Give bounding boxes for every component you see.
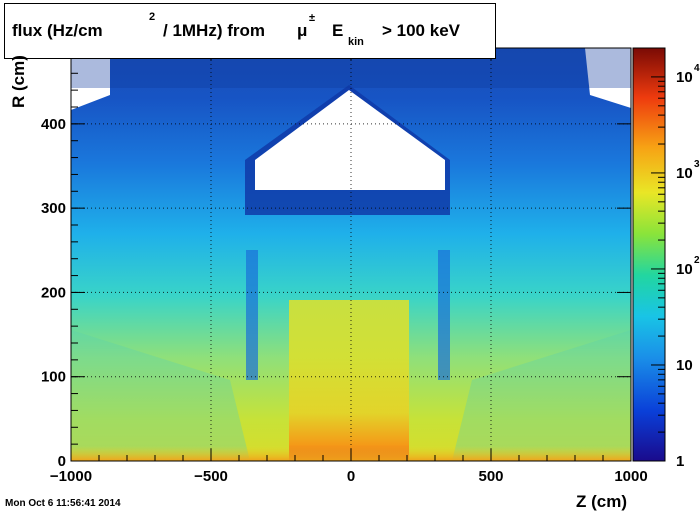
title-kin: kin — [348, 36, 364, 48]
corner-empty-left — [71, 48, 110, 110]
title-sup: 2 — [149, 11, 156, 23]
x-axis-title: Z (cm) — [576, 492, 627, 511]
bar-left — [246, 250, 258, 380]
colorbar-tick-exponent: 3 — [694, 159, 700, 170]
colorbar-tick-exponent: 2 — [694, 255, 700, 266]
endcap-left-wedge — [71, 330, 250, 461]
bar-right — [438, 250, 450, 380]
x-tick-label: −500 — [194, 468, 228, 485]
colorbar-tick-label: 10 — [676, 357, 693, 374]
colorbar-tick-label: 10 — [676, 261, 693, 278]
x-tick-label: 0 — [347, 468, 355, 485]
y-tick-label: 300 — [41, 200, 66, 217]
chart-title-box: flux (Hz/cm 2 / 1MHz) from μ ± E kin > 1… — [4, 3, 496, 59]
x-tick-label: −1000 — [50, 468, 92, 485]
x-tick-label: 1000 — [614, 468, 647, 485]
title-pm: ± — [309, 12, 316, 24]
title-mu: μ — [297, 21, 308, 40]
y-tick-label: 400 — [41, 116, 66, 133]
grid-layer — [71, 48, 631, 461]
title-part2: / 1MHz) from — [163, 21, 265, 40]
title-part3: > 100 keV — [382, 21, 460, 40]
heatmap-field — [71, 48, 631, 461]
timestamp: Mon Oct 6 11:56:41 2014 — [5, 498, 121, 509]
colorbar-tick-exponent: 4 — [694, 63, 700, 74]
title-E: E — [332, 21, 344, 40]
endcap-right-wedge — [452, 330, 631, 461]
title-part1: flux (Hz/cm — [12, 21, 103, 40]
y-axis: 0 100 200 300 400 — [41, 55, 631, 470]
x-axis: −1000 −500 0 500 1000 — [50, 48, 648, 485]
y-axis-title: R (cm) — [9, 55, 28, 108]
colorbar-tick-label: 10 — [676, 69, 693, 86]
corner-empty-right — [585, 48, 631, 108]
x-tick-label: 500 — [478, 468, 503, 485]
y-tick-label: 100 — [41, 369, 66, 386]
central-column — [289, 300, 409, 461]
arch-empty — [255, 90, 445, 190]
colorbar-tick-label: 1 — [676, 453, 684, 470]
y-tick-label: 0 — [58, 453, 66, 470]
colorbar-tick-label: 10 — [676, 165, 693, 182]
colorbar — [632, 47, 666, 462]
y-tick-label: 200 — [41, 284, 66, 301]
